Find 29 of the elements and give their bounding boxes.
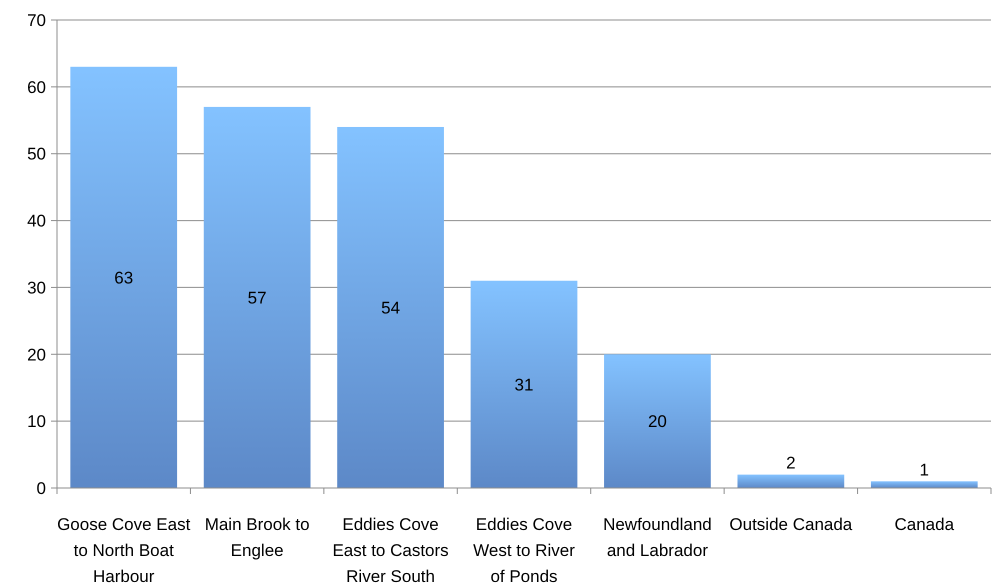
y-tick-label: 20 [27,345,46,364]
data-label: 63 [114,268,134,288]
data-label: 20 [648,412,667,432]
bar [604,354,711,488]
x-tick-label: Outside Canada [729,515,853,534]
data-label: 57 [248,288,267,308]
data-label: 31 [514,375,534,394]
y-tick-label: 0 [36,479,46,498]
bar [470,280,578,488]
data-label: 1 [920,460,930,480]
x-tick-label: Newfoundland and Labrador [603,515,712,560]
y-tick-label: 30 [27,278,46,298]
y-tick-label: 50 [27,144,46,164]
x-tick-label: Main Brook to Englee [204,515,310,560]
bar [337,126,444,488]
y-tick-label: 10 [27,412,46,432]
bar [204,106,311,488]
y-tick-label: 70 [27,11,46,30]
x-tick-label: Eddies Cove East to Castors River South [332,515,449,586]
x-tick-label: Eddies Cove West to River of Ponds [473,515,576,586]
x-tick-label: Canada [894,515,955,534]
data-label: 54 [381,298,400,318]
bar [870,481,978,488]
x-tick-label: Goose Cove East to North Boat Harbour [57,515,191,586]
data-label: 2 [786,454,796,473]
bar [737,474,844,488]
y-tick-label: 60 [27,78,46,97]
y-tick-label: 40 [27,212,46,231]
bar [70,66,178,488]
